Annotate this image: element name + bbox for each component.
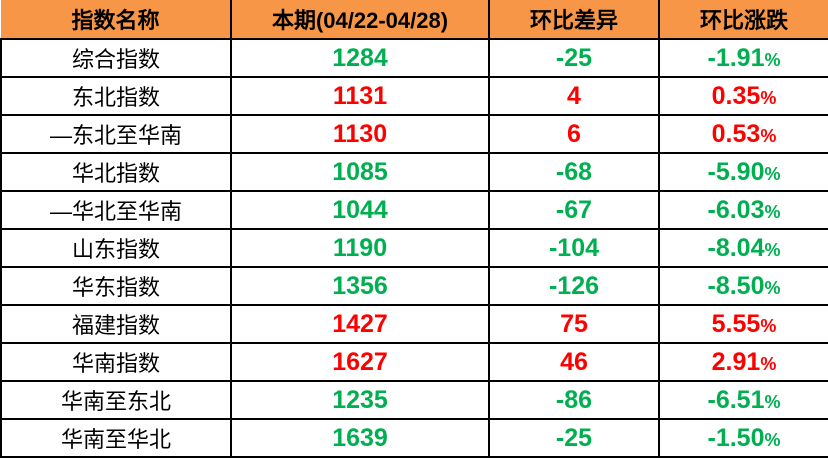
percent-sign: % bbox=[764, 277, 781, 298]
diff-value-cell: -25 bbox=[488, 418, 660, 458]
index-name-cell: 东北指数 bbox=[0, 76, 232, 116]
table-row: 华南指数 1627 46 2.91% bbox=[0, 342, 828, 382]
percent-sign: % bbox=[760, 125, 777, 146]
table-row: —华北至华南 1044 -67 -6.03% bbox=[0, 190, 828, 230]
table-row: 华南至华北 1639 -25 -1.50% bbox=[0, 418, 828, 458]
index-name-cell: —东北至华南 bbox=[0, 114, 232, 154]
change-pct-cell: 0.53% bbox=[658, 114, 828, 154]
table-row: —东北至华南 1130 6 0.53% bbox=[0, 114, 828, 154]
index-name-cell: 山东指数 bbox=[0, 228, 232, 268]
index-name-cell: 福建指数 bbox=[0, 304, 232, 344]
diff-value-cell: 75 bbox=[488, 304, 660, 344]
diff-value-cell: 6 bbox=[488, 114, 660, 154]
change-pct-cell: 2.91% bbox=[658, 342, 828, 382]
change-value: -8.04 bbox=[707, 233, 765, 262]
current-value-cell: 1427 bbox=[230, 304, 490, 344]
change-value: -8.50 bbox=[707, 271, 765, 300]
current-value-cell: 1627 bbox=[230, 342, 490, 382]
change-value: 0.35 bbox=[711, 81, 761, 110]
percent-sign: % bbox=[764, 429, 781, 450]
table-row: 华南至东北 1235 -86 -6.51% bbox=[0, 380, 828, 420]
diff-value-cell: -86 bbox=[488, 380, 660, 420]
index-name-cell: 华南至华北 bbox=[0, 418, 232, 458]
diff-value-cell: -68 bbox=[488, 152, 660, 192]
table-row: 华东指数 1356 -126 -8.50% bbox=[0, 266, 828, 306]
change-pct-cell: -8.04% bbox=[658, 228, 828, 268]
percent-sign: % bbox=[764, 49, 781, 70]
index-name-cell: —华北至华南 bbox=[0, 190, 232, 230]
change-pct-cell: -6.51% bbox=[658, 380, 828, 420]
change-pct-cell: -5.90% bbox=[658, 152, 828, 192]
current-value-cell: 1085 bbox=[230, 152, 490, 192]
current-value-cell: 1639 bbox=[230, 418, 490, 458]
percent-sign: % bbox=[764, 201, 781, 222]
diff-value-cell: 46 bbox=[488, 342, 660, 382]
diff-value-cell: -104 bbox=[488, 228, 660, 268]
current-value-cell: 1284 bbox=[230, 38, 490, 78]
table-row: 综合指数 1284 -25 -1.91% bbox=[0, 38, 828, 78]
current-value-cell: 1235 bbox=[230, 380, 490, 420]
table-row: 华北指数 1085 -68 -5.90% bbox=[0, 152, 828, 192]
change-pct-cell: -1.91% bbox=[658, 38, 828, 78]
change-pct-cell: -1.50% bbox=[658, 418, 828, 458]
header-row: 指数名称 本期(04/22-04/28) 环比差异 环比涨跌 bbox=[1, 0, 828, 40]
diff-value-cell: -25 bbox=[488, 38, 660, 78]
index-name-cell: 华南至东北 bbox=[0, 380, 232, 420]
percent-sign: % bbox=[760, 353, 777, 374]
change-pct-cell: 5.55% bbox=[658, 304, 828, 344]
change-pct-cell: -8.50% bbox=[658, 266, 828, 306]
change-value: -5.90 bbox=[707, 157, 765, 186]
col-header-diff: 环比差异 bbox=[488, 0, 660, 40]
change-value: -1.91 bbox=[707, 43, 765, 72]
col-header-current-period: 本期(04/22-04/28) bbox=[230, 0, 490, 40]
change-pct-cell: 0.35% bbox=[658, 76, 828, 116]
percent-sign: % bbox=[760, 87, 777, 108]
percent-sign: % bbox=[764, 391, 781, 412]
change-value: -6.51 bbox=[707, 385, 765, 414]
diff-value-cell: -126 bbox=[488, 266, 660, 306]
change-value: 2.91 bbox=[711, 347, 761, 376]
change-value: -1.50 bbox=[707, 423, 765, 452]
table-row: 福建指数 1427 75 5.55% bbox=[0, 304, 828, 344]
percent-sign: % bbox=[764, 163, 781, 184]
current-value-cell: 1130 bbox=[230, 114, 490, 154]
col-header-change-pct: 环比涨跌 bbox=[658, 0, 828, 40]
current-value-cell: 1044 bbox=[230, 190, 490, 230]
current-value-cell: 1131 bbox=[230, 76, 490, 116]
diff-value-cell: 4 bbox=[488, 76, 660, 116]
index-name-cell: 华北指数 bbox=[0, 152, 232, 192]
change-pct-cell: -6.03% bbox=[658, 190, 828, 230]
percent-sign: % bbox=[764, 239, 781, 260]
index-name-cell: 综合指数 bbox=[0, 38, 232, 78]
percent-sign: % bbox=[760, 315, 777, 336]
current-value-cell: 1190 bbox=[230, 228, 490, 268]
table-body: 综合指数 1284 -25 -1.91% 东北指数 1131 4 0.35% —… bbox=[0, 38, 828, 458]
diff-value-cell: -67 bbox=[488, 190, 660, 230]
current-value-cell: 1356 bbox=[230, 266, 490, 306]
table-row: 东北指数 1131 4 0.35% bbox=[0, 76, 828, 116]
table-row: 山东指数 1190 -104 -8.04% bbox=[0, 228, 828, 268]
table-header: 指数名称 本期(04/22-04/28) 环比差异 环比涨跌 bbox=[1, 0, 828, 40]
index-name-cell: 华南指数 bbox=[0, 342, 232, 382]
col-header-index-name: 指数名称 bbox=[1, 0, 232, 40]
change-value: -6.03 bbox=[707, 195, 765, 224]
index-name-cell: 华东指数 bbox=[0, 266, 232, 306]
change-value: 5.55 bbox=[711, 309, 761, 338]
change-value: 0.53 bbox=[711, 119, 761, 148]
